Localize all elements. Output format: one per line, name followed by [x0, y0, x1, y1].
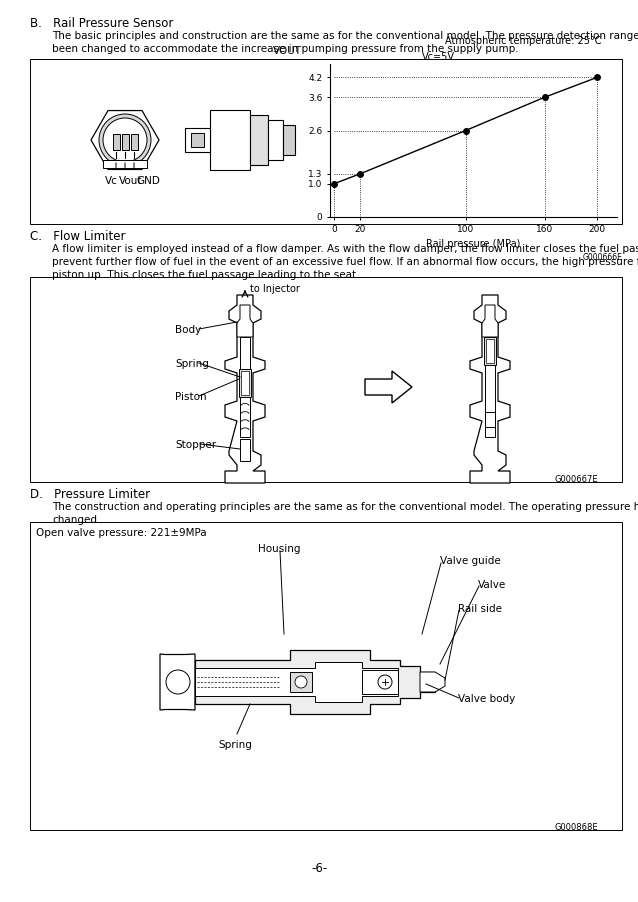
Polygon shape: [225, 295, 265, 483]
Text: piston up. This closes the fuel passage leading to the seat.: piston up. This closes the fuel passage …: [52, 270, 359, 280]
Text: The basic principles and construction are the same as for the conventional model: The basic principles and construction ar…: [52, 31, 638, 41]
Bar: [250, 115, 268, 165]
Bar: [283, 125, 295, 155]
Bar: [485, 337, 495, 437]
Text: Atmospheric temperature: 25°C: Atmospheric temperature: 25°C: [445, 36, 601, 46]
Text: G000667E: G000667E: [554, 475, 598, 484]
Bar: [486, 339, 494, 363]
Text: Vc=5V: Vc=5V: [422, 52, 455, 62]
Text: C.   Flow Limiter: C. Flow Limiter: [30, 230, 126, 243]
Text: Valve body: Valve body: [458, 694, 516, 704]
Polygon shape: [160, 654, 195, 710]
Bar: [240, 439, 250, 461]
Text: Vout: Vout: [119, 176, 142, 186]
Text: Vc: Vc: [105, 176, 118, 186]
Text: changed.: changed.: [52, 515, 100, 525]
Bar: [210, 110, 250, 170]
Circle shape: [99, 114, 151, 166]
Text: Valve: Valve: [478, 580, 506, 590]
Circle shape: [103, 118, 147, 162]
Bar: [290, 672, 312, 692]
Bar: [121, 134, 128, 150]
Text: G000868E: G000868E: [554, 823, 598, 832]
Circle shape: [166, 670, 190, 694]
Bar: [30, 522, 622, 830]
Polygon shape: [482, 305, 498, 337]
Bar: [112, 134, 119, 150]
Text: VOUT: VOUT: [272, 46, 302, 56]
Text: been changed to accommodate the increase in pumping pressure from the supply pum: been changed to accommodate the increase…: [52, 44, 519, 54]
X-axis label: Rail pressure (MPa): Rail pressure (MPa): [426, 239, 521, 249]
Bar: [191, 133, 204, 147]
Text: Housing: Housing: [258, 544, 300, 554]
Text: Spring: Spring: [175, 359, 209, 369]
Bar: [268, 120, 283, 160]
Text: to Injector: to Injector: [250, 284, 300, 294]
Text: Rail side: Rail side: [458, 604, 502, 614]
Bar: [239, 369, 251, 397]
Text: Spring: Spring: [218, 740, 252, 750]
Polygon shape: [470, 295, 510, 483]
Bar: [241, 371, 249, 395]
Polygon shape: [195, 662, 398, 702]
Bar: [185, 128, 210, 152]
Text: Body: Body: [175, 325, 201, 335]
Bar: [103, 160, 147, 168]
Text: D.   Pressure Limiter: D. Pressure Limiter: [30, 488, 150, 501]
Circle shape: [378, 675, 392, 689]
Circle shape: [295, 676, 307, 688]
Text: -6-: -6-: [311, 862, 327, 875]
Text: Stopper: Stopper: [175, 440, 216, 450]
Text: Valve guide: Valve guide: [440, 556, 501, 566]
Bar: [484, 337, 496, 365]
Polygon shape: [237, 305, 253, 337]
Bar: [362, 670, 398, 694]
Text: B.   Rail Pressure Sensor: B. Rail Pressure Sensor: [30, 17, 174, 30]
Polygon shape: [365, 371, 412, 403]
Polygon shape: [91, 111, 159, 170]
Bar: [131, 134, 138, 150]
Text: prevent further flow of fuel in the event of an excessive fuel flow. If an abnor: prevent further flow of fuel in the even…: [52, 257, 638, 267]
Text: Open valve pressure: 221±9MPa: Open valve pressure: 221±9MPa: [36, 528, 207, 538]
Bar: [30, 59, 622, 224]
Text: Piston: Piston: [175, 392, 207, 402]
Text: A flow limiter is employed instead of a flow damper. As with the flow damper, th: A flow limiter is employed instead of a …: [52, 244, 638, 254]
Bar: [485, 412, 495, 427]
Polygon shape: [420, 672, 445, 692]
Bar: [240, 337, 250, 437]
Text: GND: GND: [136, 176, 160, 186]
Bar: [30, 277, 622, 482]
Text: The construction and operating principles are the same as for the conventional m: The construction and operating principle…: [52, 502, 638, 512]
Polygon shape: [195, 650, 435, 714]
Text: G000666E: G000666E: [583, 253, 623, 262]
